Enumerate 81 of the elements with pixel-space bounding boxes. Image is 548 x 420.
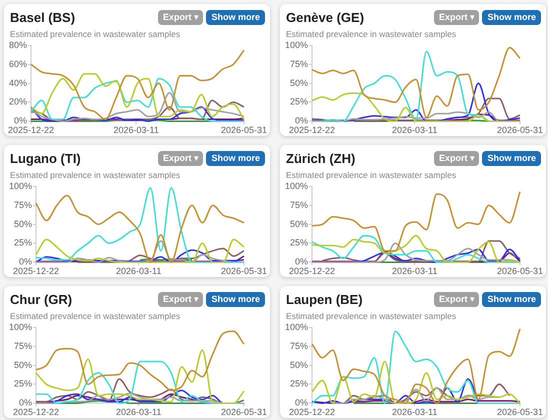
y-tick-label: 100% <box>284 322 308 332</box>
x-tick-label: 2026-03-11 <box>116 407 162 418</box>
line-series <box>311 50 490 122</box>
text: Export ▾ <box>434 292 480 306</box>
line-series <box>332 387 500 404</box>
x-tick-label: 2025-12-22 <box>288 125 336 136</box>
text: Show more <box>206 10 265 24</box>
x-tick-label: 2025-12-22 <box>12 266 60 276</box>
y-tick-label: 75% <box>14 340 32 351</box>
line-series <box>311 378 480 404</box>
y-tick-label: 100% <box>284 180 308 191</box>
y-tick-label: 0% <box>19 398 32 408</box>
x-tick-label: 2025-12-22 <box>288 266 336 276</box>
text: Show more <box>482 150 541 166</box>
text: Show more <box>206 150 265 166</box>
text: Show more <box>206 292 265 306</box>
chart-title: Chur (GR) <box>10 292 72 306</box>
y-tick-label: 100% <box>8 180 32 191</box>
x-tick-label: 2026-05-31 <box>220 407 268 418</box>
text: Export ▾ <box>158 150 204 166</box>
text: Show more <box>482 10 541 24</box>
x-tick-label: 2026-03-11 <box>392 125 438 136</box>
chart-title: Lugano (TI) <box>10 150 81 166</box>
text: Export ▾ <box>434 150 480 166</box>
line-series <box>352 248 521 263</box>
line-series <box>76 248 245 263</box>
chart-title: Basel (BS) <box>10 10 76 24</box>
y-tick-label: 100% <box>8 322 32 332</box>
chart-subtitle: Estimated prevalence in wastewater samples <box>285 169 458 180</box>
y-tick-label: 25% <box>290 238 308 248</box>
y-tick-label: 25% <box>14 378 32 389</box>
y-tick-label: 80% <box>9 40 28 50</box>
x-tick-label: 2026-05-31 <box>220 266 268 276</box>
x-tick-label: 2026-05-31 <box>496 266 544 276</box>
y-tick-label: 50% <box>290 218 308 229</box>
y-tick-label: 0% <box>14 116 28 126</box>
chart-subtitle: Estimated prevalence in wastewater samples <box>285 28 458 39</box>
y-tick-label: 0% <box>19 256 32 267</box>
x-tick-label: 2026-03-11 <box>116 266 162 276</box>
line-series <box>311 46 521 118</box>
x-tick-label: 2025-12-22 <box>288 407 336 418</box>
y-tick-label: 50% <box>290 360 308 370</box>
chart-title: Genève (GE) <box>286 10 364 24</box>
x-tick-label: 2026-05-31 <box>496 407 544 418</box>
y-tick-label: 75% <box>290 340 308 351</box>
y-tick-label: 75% <box>14 200 32 210</box>
chart-subtitle: Estimated prevalence in wastewater samples <box>285 310 458 321</box>
text: Export ▾ <box>158 10 204 24</box>
line-series <box>35 330 245 392</box>
x-tick-label: 2026-03-11 <box>392 407 438 418</box>
chart-subtitle: Estimated prevalence in wastewater samples <box>9 169 182 180</box>
line-series <box>311 190 521 252</box>
x-tick-label: 2025-12-22 <box>12 407 60 418</box>
text: Export ▾ <box>434 10 480 24</box>
y-tick-label: 0% <box>295 256 308 267</box>
y-tick-label: 25% <box>290 96 308 107</box>
chart-title: Laupen (BE) <box>286 292 363 306</box>
x-tick-label: 2026-03-11 <box>392 266 438 276</box>
y-tick-label: 75% <box>290 58 308 69</box>
line-series <box>322 240 521 262</box>
y-tick-label: 25% <box>290 378 308 389</box>
x-tick-label: 2026-05-31 <box>220 125 268 136</box>
x-tick-label: 2025-12-22 <box>8 125 54 136</box>
y-tick-label: 0% <box>295 116 308 126</box>
y-tick-label: 50% <box>290 78 308 88</box>
y-tick-label: 40% <box>9 78 28 88</box>
chart-title: Zürich (ZH) <box>286 150 356 166</box>
y-tick-label: 50% <box>14 218 32 229</box>
chart-subtitle: Estimated prevalence in wastewater samples <box>9 310 182 321</box>
text: Export ▾ <box>158 292 204 306</box>
x-tick-label: 2026-03-11 <box>113 125 159 136</box>
y-tick-label: 60% <box>9 58 28 69</box>
y-tick-label: 75% <box>290 200 308 210</box>
text: Show more <box>482 292 541 306</box>
x-tick-label: 2026-05-31 <box>496 125 544 136</box>
y-tick-label: 50% <box>14 360 32 370</box>
chart-subtitle: Estimated prevalence in wastewater samples <box>9 28 182 39</box>
y-tick-label: 0% <box>295 398 308 408</box>
y-tick-label: 20% <box>9 96 28 107</box>
y-tick-label: 100% <box>284 40 308 50</box>
y-tick-label: 25% <box>14 238 32 248</box>
